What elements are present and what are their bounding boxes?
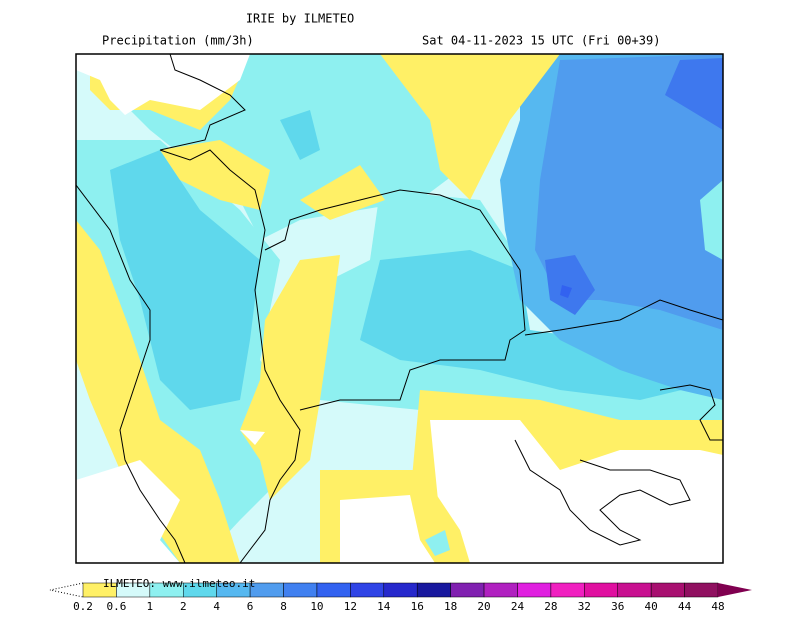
legend-swatch bbox=[416, 582, 451, 598]
legend-label: 2 bbox=[180, 600, 187, 613]
legend-label: 24 bbox=[511, 600, 525, 613]
legend-swatch bbox=[584, 582, 618, 598]
legend: ILMETEO: www.ilmeteo.it0.2 0.6 1 2 4 6 8 10 12 14… bbox=[49, 577, 752, 613]
legend-start-triangle bbox=[49, 582, 84, 598]
legend-swatch bbox=[383, 582, 418, 598]
legend-swatch bbox=[316, 582, 351, 598]
map-frame bbox=[75, 53, 724, 564]
legend-label: 16 bbox=[411, 600, 424, 613]
legend-label: 14 bbox=[377, 600, 391, 613]
legend-label: 0.2 bbox=[73, 600, 93, 613]
legend-swatch bbox=[517, 582, 552, 598]
legend-swatch bbox=[550, 582, 585, 598]
legend-label: 48 bbox=[711, 600, 724, 613]
legend-label: 4 bbox=[213, 600, 220, 613]
valid-time: Sat 04-11-2023 15 UTC (Fri 00+39) bbox=[422, 34, 660, 48]
legend-swatch bbox=[350, 582, 385, 598]
legend-swatch bbox=[450, 582, 485, 598]
legend-end-arrow bbox=[718, 583, 752, 597]
legend-swatch bbox=[283, 582, 318, 598]
title: IRIE by ILMETEO bbox=[246, 12, 354, 26]
legend-label: 20 bbox=[477, 600, 490, 613]
legend-label: 40 bbox=[645, 600, 658, 613]
legend-label: 6 bbox=[247, 600, 254, 613]
legend-label: 0.6 bbox=[106, 600, 126, 613]
legend-label: 1 bbox=[147, 600, 154, 613]
legend-label: 10 bbox=[310, 600, 323, 613]
legend-label: 18 bbox=[444, 600, 457, 613]
legend-label: 12 bbox=[344, 600, 357, 613]
subtitle: Precipitation (mm/3h) bbox=[102, 34, 254, 48]
legend-credit: ILMETEO: www.ilmeteo.it bbox=[103, 577, 255, 590]
legend-swatch bbox=[650, 582, 685, 598]
legend-swatch bbox=[684, 582, 719, 598]
legend-label: 8 bbox=[280, 600, 287, 613]
legend-label: 44 bbox=[678, 600, 692, 613]
legend-swatch bbox=[617, 582, 652, 598]
precipitation-map bbox=[76, 54, 723, 563]
legend-label: 32 bbox=[578, 600, 591, 613]
legend-swatch bbox=[483, 582, 518, 598]
legend-label: 36 bbox=[611, 600, 624, 613]
legend-label: 28 bbox=[544, 600, 557, 613]
